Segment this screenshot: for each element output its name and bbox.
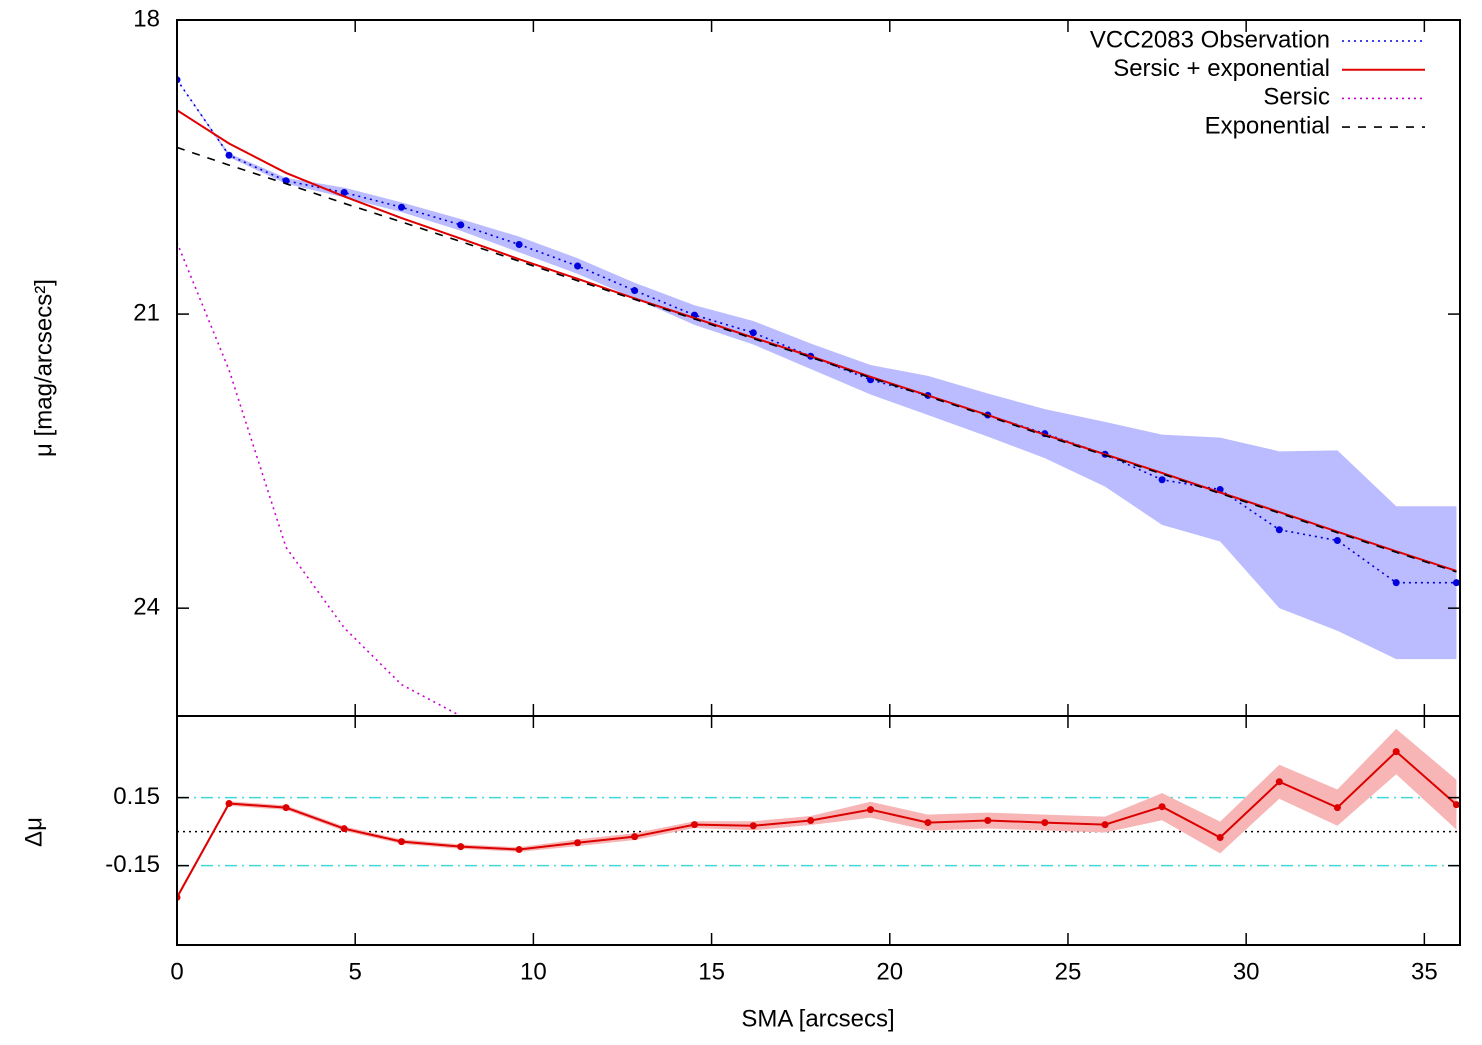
y-tick-label: 0.15 (113, 783, 160, 810)
plot-area (177, 76, 1460, 716)
x-tick-label: 35 (1411, 958, 1438, 985)
data-point (690, 821, 698, 829)
data-point (984, 817, 992, 825)
data-point (340, 189, 348, 197)
x-axis-label: SMA [arcsecs] (741, 1005, 894, 1032)
data-point (1158, 476, 1166, 484)
x-tick-label: 0 (170, 958, 183, 985)
y-tick-label: 21 (133, 299, 160, 326)
data-point (398, 203, 406, 211)
data-point (225, 151, 233, 159)
data-point (1158, 803, 1166, 811)
error-band (177, 728, 1457, 900)
x-tick-label: 20 (876, 958, 903, 985)
legend-label: Exponential (1205, 112, 1330, 139)
y-axis-label: μ [mag/arcsecs²] (30, 279, 57, 457)
data-point (515, 240, 523, 248)
data-point (225, 800, 233, 808)
error-band (177, 79, 1457, 660)
data-point (574, 262, 582, 270)
data-point (631, 833, 639, 841)
legend-label: VCC2083 Observation (1090, 26, 1330, 53)
series-line (177, 750, 1458, 898)
data-point (340, 825, 348, 833)
data-point (807, 817, 815, 825)
y-axis-label: Δμ (20, 817, 47, 847)
data-point (1452, 801, 1460, 809)
data-point (924, 819, 932, 827)
data-point (1275, 526, 1283, 534)
x-tick-label: 30 (1233, 958, 1260, 985)
data-point (1101, 821, 1109, 829)
x-tick-label: 5 (349, 958, 362, 985)
x-tick-label: 25 (1055, 958, 1082, 985)
data-point (1392, 748, 1400, 756)
y-tick-label: -0.15 (105, 851, 160, 878)
data-point (398, 838, 406, 846)
data-point (1275, 778, 1283, 786)
data-point (749, 822, 757, 830)
data-point (457, 843, 465, 851)
data-point (1392, 579, 1400, 587)
legend-label: Sersic (1263, 84, 1330, 111)
y-tick-label: 24 (133, 594, 160, 621)
data-point (1041, 819, 1049, 827)
data-point (1333, 537, 1341, 545)
x-tick-label: 10 (520, 958, 547, 985)
data-point (574, 839, 582, 847)
data-point (749, 329, 757, 337)
data-point (1216, 834, 1224, 842)
data-point (867, 806, 875, 814)
series-line (177, 109, 1457, 572)
y-tick-label: 18 (133, 5, 160, 32)
x-tick-label: 15 (698, 958, 725, 985)
data-point (515, 846, 523, 854)
data-point (282, 804, 290, 812)
data-point (457, 221, 465, 229)
series-line (177, 242, 462, 716)
plot-area (177, 728, 1460, 901)
data-point (1333, 804, 1341, 812)
data-point (631, 287, 639, 295)
data-point (1452, 579, 1460, 587)
legend-label: Sersic + exponential (1113, 55, 1330, 82)
plot-frame (176, 715, 1461, 946)
